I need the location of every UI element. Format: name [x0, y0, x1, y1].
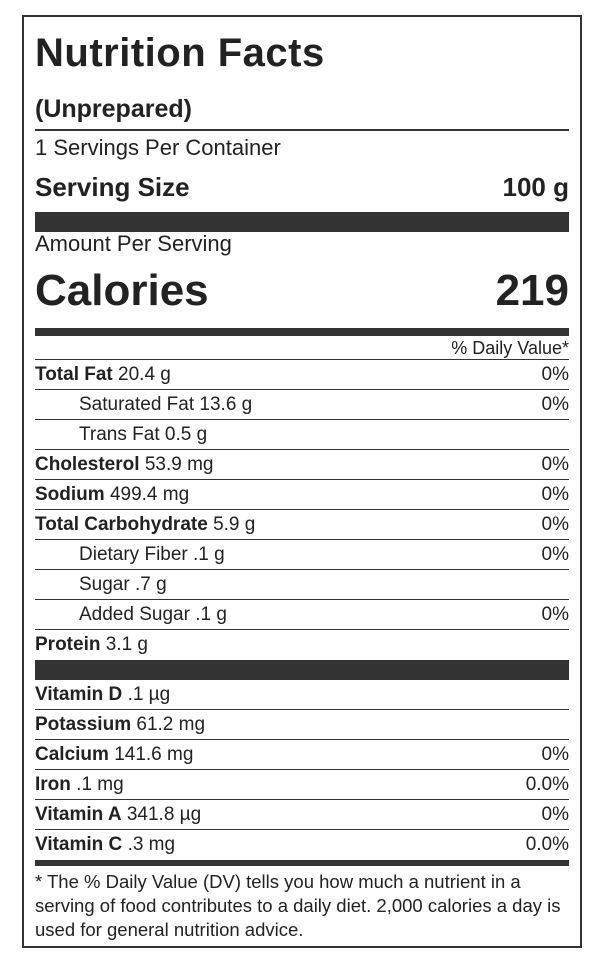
nutrient: Protein 3.1 g	[35, 630, 148, 660]
nutrients: Total Fat 20.4 g 0% Saturated Fat 13.6 g 0%…	[35, 360, 569, 660]
nutrient-name: Calcium	[35, 744, 109, 765]
nutrient-row: Potassium 61.2 mg	[35, 710, 569, 740]
daily-value: 0%	[541, 744, 569, 765]
nutrition-label: Nutrition Facts (Unprepared) 1 Servings …	[22, 15, 582, 948]
nutrient: Total Fat 20.4 g	[35, 360, 171, 389]
nutrient: Vitamin D .1 µg	[35, 680, 170, 709]
medium-rule	[35, 860, 569, 866]
thick-rule	[35, 212, 569, 232]
daily-value: 0%	[541, 604, 569, 625]
nutrient-row: Trans Fat 0.5 g	[35, 420, 569, 450]
calories-value: 219	[495, 266, 569, 315]
daily-value-header: % Daily Value*	[35, 336, 569, 360]
subtitle: (Unprepared)	[35, 89, 569, 131]
nutrient-name: Vitamin C	[35, 834, 123, 855]
nutrient-row: Vitamin D .1 µg	[35, 680, 569, 710]
nutrient-amount: 499.4 mg	[109, 484, 190, 505]
nutrient: Sugar .7 g	[79, 570, 167, 599]
nutrient-name: Protein	[35, 634, 101, 655]
nutrient: Trans Fat 0.5 g	[79, 420, 207, 449]
daily-value: 0%	[541, 804, 569, 825]
nutrient-name: Iron	[35, 774, 71, 795]
nutrient-amount: 53.9 mg	[144, 454, 214, 475]
nutrient-row: Vitamin C .3 mg 0.0%	[35, 830, 569, 860]
daily-value: 0%	[541, 514, 569, 535]
calories: Calories 219	[35, 256, 569, 326]
servings: 1 Servings Per Container	[35, 135, 281, 160]
nutrient-amount: 20.4 g	[118, 364, 171, 385]
nutrient-amount: .3 mg	[127, 834, 176, 855]
nutrient-amount: .1 g	[193, 544, 225, 565]
title: Nutrition Facts	[35, 31, 325, 75]
nutrient-row: Total Fat 20.4 g 0%	[35, 360, 569, 390]
nutrient-name: Vitamin D	[35, 684, 123, 705]
medium-rule	[35, 328, 569, 336]
daily-value: 0%	[541, 484, 569, 505]
nutrient-name: Vitamin A	[35, 804, 122, 825]
nutrient: Dietary Fiber .1 g	[79, 540, 225, 569]
daily-value: 0%	[541, 544, 569, 565]
nutrient-name: Sugar	[79, 574, 130, 595]
nutrient-row: Sodium 499.4 mg 0%	[35, 480, 569, 510]
nutrient-row: Protein 3.1 g	[35, 630, 569, 660]
nutrient: Added Sugar .1 g	[79, 600, 227, 629]
nutrient: Vitamin A 341.8 µg	[35, 800, 201, 829]
nutrient-name: Trans Fat	[79, 424, 160, 445]
vitamins: Vitamin D .1 µg Potassium 61.2 mg Calcium …	[35, 680, 569, 860]
nutrient-amount: 3.1 g	[105, 634, 148, 655]
nutrient-name: Added Sugar	[79, 604, 190, 625]
nutrient-amount: 141.6 mg	[114, 744, 194, 765]
daily-value: 0%	[541, 454, 569, 475]
nutrient-name: Total Fat	[35, 364, 113, 385]
nutrient-name: Potassium	[35, 714, 132, 735]
nutrient-row: Iron .1 mg 0.0%	[35, 770, 569, 800]
nutrient-amount: .1 g	[195, 604, 227, 625]
nutrient: Saturated Fat 13.6 g	[79, 390, 252, 419]
nutrient-amount: .1 mg	[76, 774, 124, 795]
nutrient-name: Cholesterol	[35, 454, 140, 475]
nutrient: Calcium 141.6 mg	[35, 740, 193, 769]
footnote: * The % Daily Value (DV) tells you how m…	[35, 871, 561, 940]
nutrient: Total Carbohydrate 5.9 g	[35, 510, 255, 539]
nutrient: Vitamin C .3 mg	[35, 830, 175, 860]
nutrient-row: Sugar .7 g	[35, 570, 569, 600]
nutrient-amount: 61.2 mg	[136, 714, 206, 735]
nutrient-name: Dietary Fiber	[79, 544, 188, 565]
thick-rule	[35, 660, 569, 680]
serving-size-label: Serving Size	[35, 172, 190, 202]
calories-label: Calories	[35, 266, 209, 315]
nutrient-amount: 0.5 g	[164, 424, 208, 445]
nutrient: Potassium 61.2 mg	[35, 710, 205, 739]
nutrient-name: Total Carbohydrate	[35, 514, 208, 535]
nutrient: Sodium 499.4 mg	[35, 480, 189, 509]
nutrient-name: Saturated Fat	[79, 394, 195, 415]
daily-value: 0%	[541, 394, 569, 415]
nutrient-row: Added Sugar .1 g 0%	[35, 600, 569, 630]
serving-size-value: 100 g	[502, 172, 570, 202]
daily-value: 0.0%	[525, 834, 569, 855]
daily-value: 0.0%	[525, 774, 569, 795]
nutrient-row: Vitamin A 341.8 µg 0%	[35, 800, 569, 830]
amount-per-serving: Amount Per Serving	[35, 231, 232, 256]
nutrient-amount: .1 µg	[127, 684, 171, 705]
nutrient-name: Sodium	[35, 484, 105, 505]
nutrient-row: Saturated Fat 13.6 g 0%	[35, 390, 569, 420]
nutrient-amount: 5.9 g	[213, 514, 256, 535]
daily-value: 0%	[541, 364, 569, 385]
nutrient-row: Cholesterol 53.9 mg 0%	[35, 450, 569, 480]
nutrient-amount: .7 g	[134, 574, 167, 595]
serving-size: Serving Size 100 g	[35, 165, 569, 209]
nutrient-row: Dietary Fiber .1 g 0%	[35, 540, 569, 570]
nutrient-amount: 341.8 µg	[126, 804, 202, 825]
nutrient: Iron .1 mg	[35, 770, 124, 799]
nutrient-row: Total Carbohydrate 5.9 g 0%	[35, 510, 569, 540]
nutrient-row: Calcium 141.6 mg 0%	[35, 740, 569, 770]
nutrient-amount: 13.6 g	[199, 394, 253, 415]
nutrient: Cholesterol 53.9 mg	[35, 450, 213, 479]
